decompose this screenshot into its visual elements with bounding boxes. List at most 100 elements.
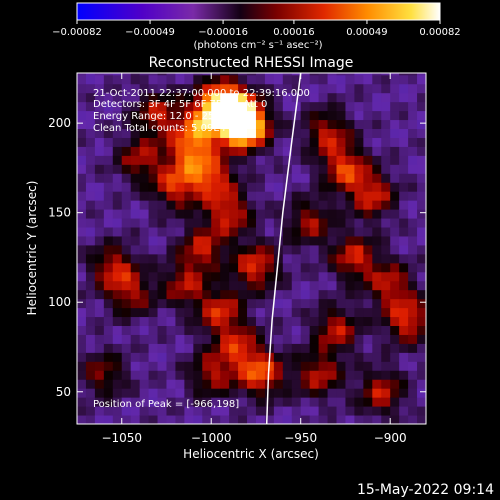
- heatmap-cell: [372, 262, 382, 273]
- heatmap-cell: [255, 388, 266, 398]
- heatmap-cell: [211, 397, 221, 407]
- heatmap-cell: [318, 110, 329, 121]
- colorbar-tick-label: −0.00016: [198, 27, 248, 38]
- heatmap-cell: [399, 209, 409, 219]
- heatmap-cell: [417, 110, 426, 121]
- heatmap-cell: [345, 343, 355, 353]
- heatmap-cell: [202, 415, 212, 424]
- heatmap-cell: [157, 316, 167, 327]
- heatmap-cell: [85, 379, 96, 389]
- heatmap-cell: [211, 200, 221, 210]
- heatmap-cell: [229, 92, 239, 103]
- heatmap-cell: [309, 128, 320, 138]
- heatmap-cell: [211, 209, 221, 219]
- heatmap-cell: [247, 73, 257, 76]
- heatmap-cell: [85, 280, 96, 291]
- heatmap-cell: [202, 110, 212, 121]
- heatmap-cell: [363, 137, 373, 147]
- heatmap-cell: [417, 137, 426, 147]
- heatmap-cell: [148, 101, 159, 112]
- heatmap-cell: [103, 235, 114, 246]
- heatmap-cell: [273, 92, 284, 103]
- heatmap-cell: [247, 271, 257, 282]
- heatmap-cell: [255, 235, 266, 246]
- heatmap-cell: [85, 406, 96, 416]
- heatmap-cell: [94, 307, 105, 318]
- heatmap-cell: [112, 307, 123, 318]
- heatmap-cell: [291, 244, 302, 255]
- heatmap-cell: [139, 73, 150, 76]
- heatmap-cell: [345, 173, 355, 183]
- heatmap-cell: [130, 388, 141, 398]
- heatmap-cell: [291, 164, 302, 174]
- heatmap-cell: [211, 316, 221, 327]
- heatmap-cell: [85, 83, 96, 94]
- heatmap-cell: [354, 271, 364, 282]
- heatmap-cell: [238, 218, 248, 228]
- heatmap-cell: [273, 406, 284, 416]
- heatmap-cell: [121, 218, 132, 228]
- heatmap-cell: [264, 406, 275, 416]
- heatmap-cell: [193, 271, 203, 282]
- heatmap-cell: [112, 415, 123, 424]
- x-tick-label: −900: [374, 431, 407, 445]
- heatmap-cell: [300, 379, 311, 389]
- heatmap-cell: [345, 73, 355, 76]
- heatmap-cell: [318, 227, 329, 237]
- heatmap-cell: [390, 406, 400, 416]
- heatmap-cell: [309, 137, 320, 147]
- heatmap-cell: [247, 200, 257, 210]
- heatmap-cell: [103, 227, 114, 237]
- heatmap-cell: [399, 119, 409, 130]
- heatmap-cell: [166, 388, 176, 398]
- heatmap-cell: [121, 119, 132, 130]
- heatmap-cell: [345, 92, 355, 103]
- heatmap-cell: [399, 262, 409, 273]
- heatmap-cell: [291, 227, 302, 237]
- heatmap-cell: [220, 155, 230, 165]
- heatmap-cell: [247, 92, 257, 103]
- heatmap-cell: [184, 182, 194, 192]
- heatmap-cell: [372, 200, 382, 210]
- heatmap-cell: [229, 200, 239, 210]
- heatmap-cell: [166, 235, 176, 246]
- heatmap-cell: [300, 74, 311, 85]
- heatmap-cell: [363, 370, 373, 380]
- heatmap-cell: [309, 200, 320, 210]
- heatmap-cell: [291, 146, 302, 156]
- heatmap-cell: [184, 307, 194, 318]
- heatmap-cell: [327, 406, 338, 416]
- heatmap-cell: [193, 209, 203, 219]
- heatmap-cell: [363, 244, 373, 255]
- heatmap-cell: [372, 325, 382, 335]
- heatmap-cell: [381, 83, 391, 94]
- heatmap-cell: [130, 209, 141, 219]
- heatmap-cell: [372, 227, 382, 237]
- heatmap-cell: [354, 155, 364, 165]
- heatmap-cell: [238, 388, 248, 398]
- heatmap-cell: [103, 370, 114, 380]
- heatmap-cell: [264, 271, 275, 282]
- heatmap-cell: [157, 191, 167, 201]
- heatmap-cell: [139, 307, 150, 318]
- heatmap-cell: [157, 370, 167, 380]
- heatmap-cell: [390, 262, 400, 273]
- heatmap-cell: [327, 388, 338, 398]
- heatmap-cell: [399, 83, 409, 94]
- heatmap-cell: [264, 119, 275, 130]
- heatmap-cell: [157, 280, 167, 291]
- heatmap-cell: [300, 173, 311, 183]
- heatmap-cell: [77, 74, 87, 85]
- heatmap-cell: [157, 415, 167, 424]
- heatmap-cell: [318, 352, 329, 362]
- heatmap-cell: [300, 280, 311, 291]
- heatmap-cell: [309, 253, 320, 264]
- heatmap-cell: [77, 146, 87, 156]
- heatmap-cell: [417, 253, 426, 264]
- heatmap-cell: [417, 74, 426, 85]
- heatmap-cell: [139, 334, 150, 344]
- heatmap-cell: [282, 92, 293, 103]
- heatmap-cell: [238, 155, 248, 165]
- heatmap-cell: [354, 173, 364, 183]
- heatmap-cell: [77, 289, 87, 300]
